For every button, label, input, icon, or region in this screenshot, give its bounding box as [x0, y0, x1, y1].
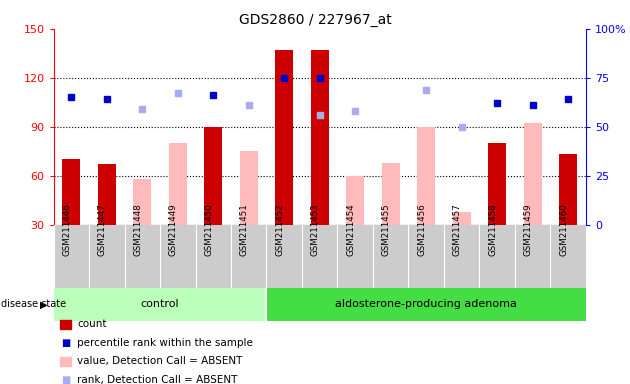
- Bar: [266, 288, 586, 321]
- Text: GSM211446: GSM211446: [62, 204, 71, 256]
- Bar: [204, 127, 222, 225]
- Bar: [54, 288, 266, 321]
- Text: GSM211455: GSM211455: [382, 204, 391, 256]
- Text: GSM211456: GSM211456: [417, 204, 427, 256]
- Bar: [169, 143, 186, 225]
- Text: GSM211449: GSM211449: [169, 204, 178, 256]
- Bar: [98, 164, 116, 225]
- Text: percentile rank within the sample: percentile rank within the sample: [77, 338, 253, 348]
- Text: GSM211460: GSM211460: [559, 204, 568, 256]
- Bar: [275, 50, 293, 225]
- Bar: [382, 163, 399, 225]
- Bar: [311, 50, 329, 225]
- Text: GSM211448: GSM211448: [134, 204, 142, 256]
- Text: disease state: disease state: [1, 299, 66, 310]
- Text: control: control: [140, 299, 180, 310]
- Text: GSM211447: GSM211447: [98, 204, 106, 256]
- Bar: [346, 176, 364, 225]
- Bar: [134, 179, 151, 225]
- Bar: [417, 127, 435, 225]
- Text: GSM211453: GSM211453: [311, 204, 320, 256]
- Bar: [559, 154, 577, 225]
- Text: ■: ■: [61, 338, 70, 348]
- Text: count: count: [77, 319, 107, 329]
- Text: GSM211450: GSM211450: [204, 204, 213, 256]
- Text: GSM211451: GSM211451: [240, 204, 249, 256]
- Text: GSM211452: GSM211452: [275, 204, 284, 256]
- Bar: [453, 212, 471, 225]
- Text: rank, Detection Call = ABSENT: rank, Detection Call = ABSENT: [77, 375, 238, 384]
- Text: ▶: ▶: [40, 299, 47, 310]
- Text: GDS2860 / 227967_at: GDS2860 / 227967_at: [239, 13, 391, 27]
- Text: GSM211459: GSM211459: [524, 204, 532, 256]
- Bar: [488, 143, 506, 225]
- Text: GSM211458: GSM211458: [488, 204, 497, 256]
- Text: aldosterone-producing adenoma: aldosterone-producing adenoma: [335, 299, 517, 310]
- Bar: [240, 151, 258, 225]
- Text: ■: ■: [61, 375, 70, 384]
- Text: GSM211457: GSM211457: [453, 204, 462, 256]
- Text: value, Detection Call = ABSENT: value, Detection Call = ABSENT: [77, 356, 243, 366]
- Bar: [62, 159, 80, 225]
- Text: GSM211454: GSM211454: [346, 204, 355, 256]
- Bar: [524, 124, 542, 225]
